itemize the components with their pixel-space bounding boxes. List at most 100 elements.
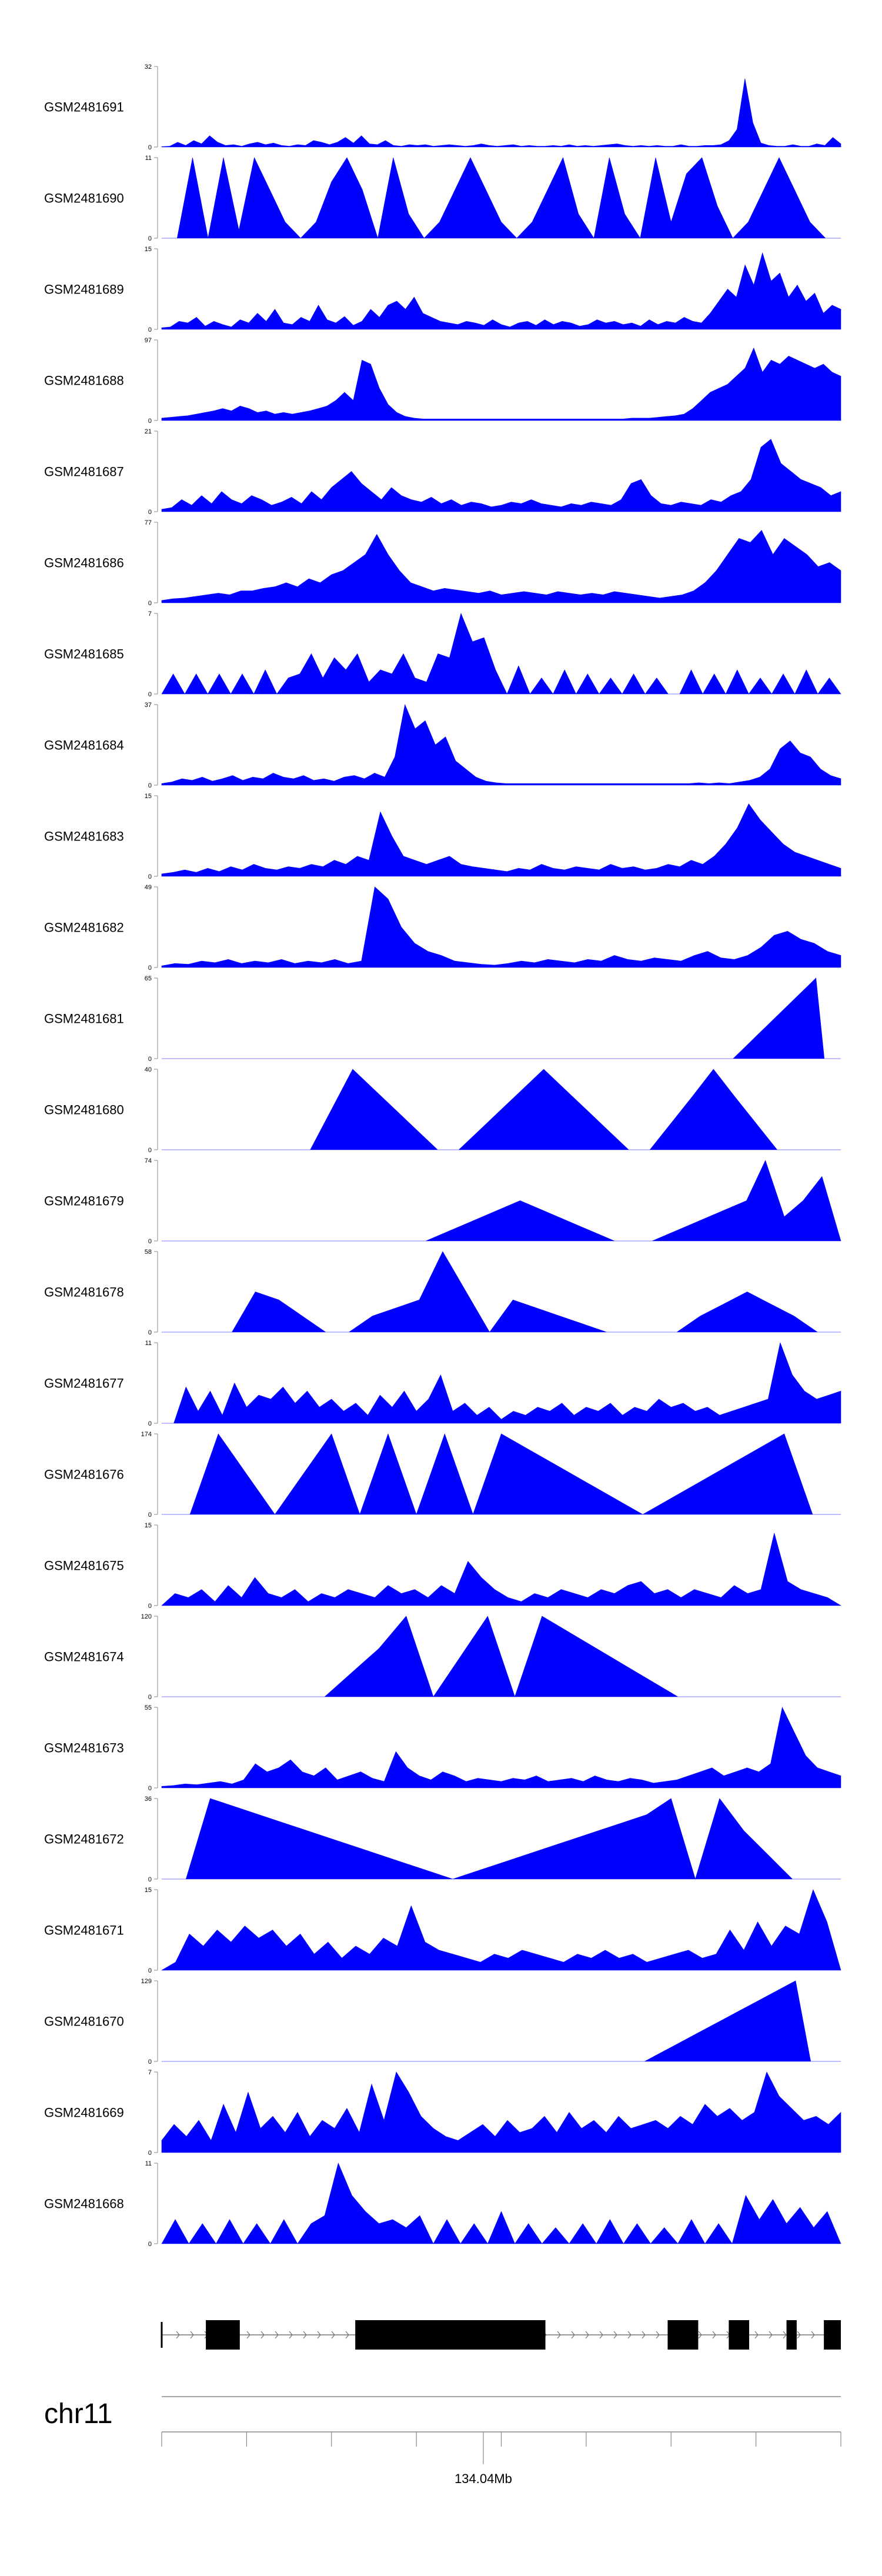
y-max-label: 32 (145, 64, 152, 71)
y-max-label: 74 (145, 1157, 152, 1164)
strand-arrow (712, 2331, 716, 2339)
y-min-label: 0 (148, 1056, 152, 1063)
y-min-label: 0 (148, 418, 152, 425)
data-tracks: GSM2481691320GSM2481690110GSM2481689150G… (44, 64, 842, 2248)
y-max-label: 174 (141, 1431, 152, 1438)
track-GSM2481688: GSM2481688 97 0 (44, 337, 841, 425)
y-min-label: 0 (148, 1785, 152, 1792)
track-label: GSM2481676 (44, 1467, 124, 1482)
strand-arrow (303, 2331, 307, 2339)
track-label: GSM2481681 (44, 1012, 124, 1026)
coverage-area (162, 1251, 841, 1333)
coverage-area (161, 613, 841, 695)
y-min-label: 0 (148, 1694, 152, 1701)
y-min-label: 0 (148, 2241, 152, 2248)
y-min-label: 0 (148, 1603, 152, 1610)
y-min-label: 0 (148, 1420, 152, 1427)
track-GSM2481672: GSM2481672 36 0 (44, 1796, 841, 1883)
track-label: GSM2481672 (44, 1832, 124, 1847)
y-min-label: 0 (148, 509, 152, 516)
strand-arrow (585, 2331, 589, 2339)
track-GSM2481677: GSM2481677 11 0 (44, 1340, 841, 1427)
strand-arrow (769, 2331, 773, 2339)
track-GSM2481673: GSM2481673 55 0 (44, 1704, 841, 1792)
track-label: GSM2481684 (44, 738, 124, 753)
y-max-label: 15 (145, 246, 152, 253)
strand-arrow (260, 2331, 265, 2339)
track-label: GSM2481691 (44, 100, 124, 115)
y-max-label: 65 (145, 975, 152, 982)
track-label: GSM2481683 (44, 829, 124, 844)
coverage-area (161, 1889, 841, 1971)
strand-arrow (656, 2331, 660, 2339)
y-min-label: 0 (148, 235, 152, 242)
track-label: GSM2481690 (44, 191, 124, 206)
track-GSM2481685: GSM2481685 7 0 (44, 610, 841, 698)
y-min-label: 0 (148, 1238, 152, 1245)
coverage-area (162, 157, 841, 239)
coverage-area (161, 1533, 842, 1606)
strand-arrow (613, 2331, 617, 2339)
track-label: GSM2481675 (44, 1559, 124, 1573)
coverage-area (162, 1798, 841, 1880)
y-min-label: 0 (148, 1147, 152, 1154)
strand-arrow (557, 2331, 561, 2339)
coverage-area (161, 2163, 841, 2244)
y-max-label: 129 (141, 1978, 152, 1985)
track-label: GSM2481688 (44, 373, 124, 388)
exon-block (206, 2320, 240, 2350)
y-max-label: 7 (148, 2069, 152, 2076)
y-max-label: 49 (145, 884, 152, 891)
genome-axis-track: chr11 134.04Mb (44, 2396, 841, 2486)
track-label: GSM2481669 (44, 2105, 124, 2120)
coverage-area (162, 1342, 841, 1424)
track-label: GSM2481677 (44, 1376, 124, 1391)
strand-arrow (783, 2331, 787, 2339)
exon-block (667, 2320, 699, 2350)
coverage-area (162, 1069, 841, 1150)
y-min-label: 0 (148, 1876, 152, 1883)
coverage-area (161, 886, 841, 968)
track-GSM2481670: GSM2481670 129 0 (44, 1978, 841, 2066)
strand-arrow (698, 2331, 702, 2339)
track-GSM2481674: GSM2481674 120 0 (44, 1613, 841, 1701)
coverage-area (162, 1616, 841, 1697)
track-GSM2481681: GSM2481681 65 0 (44, 975, 841, 1063)
track-GSM2481683: GSM2481683 15 0 (44, 793, 841, 880)
track-label: GSM2481678 (44, 1285, 124, 1300)
y-min-label: 0 (148, 2150, 152, 2157)
y-max-label: 58 (145, 1249, 152, 1256)
strand-arrow (345, 2331, 349, 2339)
y-max-label: 11 (145, 155, 152, 162)
y-max-label: 11 (145, 1340, 152, 1347)
exon-block (824, 2320, 841, 2350)
y-min-label: 0 (148, 965, 152, 972)
y-max-label: 7 (148, 610, 152, 618)
coverage-area (161, 530, 841, 603)
coverage-area (162, 977, 841, 1059)
strand-arrow (246, 2331, 250, 2339)
y-max-label: 55 (145, 1704, 152, 1711)
y-max-label: 120 (141, 1613, 152, 1620)
y-max-label: 37 (145, 702, 152, 709)
track-label: GSM2481671 (44, 1923, 124, 1938)
y-max-label: 36 (145, 1796, 152, 1803)
y-min-label: 0 (148, 2058, 152, 2066)
track-GSM2481669: GSM2481669 7 0 (44, 2069, 841, 2157)
track-GSM2481689: GSM2481689 15 0 (44, 246, 841, 333)
strand-arrow (811, 2331, 815, 2339)
strand-arrow (331, 2331, 335, 2339)
track-GSM2481678: GSM2481678 58 0 (44, 1249, 841, 1336)
track-label: GSM2481674 (44, 1650, 124, 1664)
coverage-area (162, 1433, 841, 1515)
track-label: GSM2481682 (44, 920, 124, 935)
strand-arrow (289, 2331, 293, 2339)
exon-block (786, 2320, 797, 2350)
strand-arrow (190, 2331, 194, 2339)
track-label: GSM2481673 (44, 1741, 124, 1756)
chromosome-label: chr11 (44, 2398, 113, 2430)
track-label: GSM2481687 (44, 465, 124, 479)
x-tick-label: 134.04Mb (455, 2471, 512, 2486)
coverage-area (162, 1160, 841, 1242)
